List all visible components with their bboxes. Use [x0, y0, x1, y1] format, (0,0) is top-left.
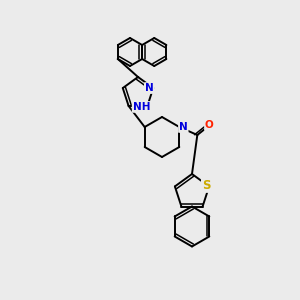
- Text: S: S: [202, 179, 210, 192]
- Text: N: N: [179, 122, 188, 132]
- Text: N: N: [145, 83, 154, 93]
- Text: O: O: [205, 120, 214, 130]
- Text: NH: NH: [133, 102, 150, 112]
